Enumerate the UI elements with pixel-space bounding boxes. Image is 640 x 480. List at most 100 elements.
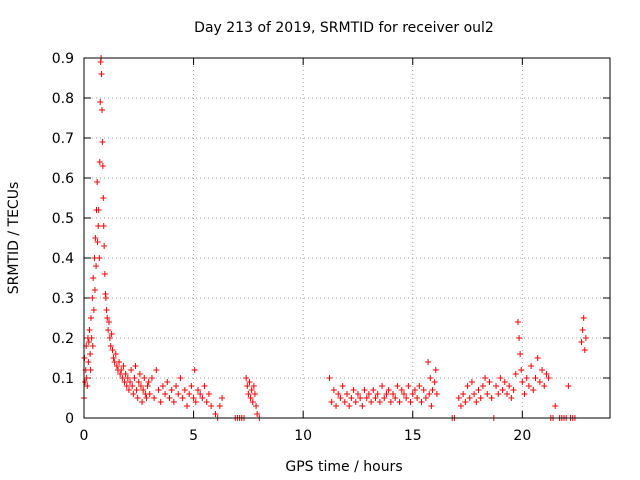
data-point <box>396 399 403 405</box>
data-point <box>468 379 475 385</box>
data-point <box>84 383 91 389</box>
data-point <box>179 395 186 401</box>
data-point <box>98 107 105 113</box>
data-point <box>86 327 93 333</box>
data-point <box>99 139 106 145</box>
data-point <box>471 391 478 397</box>
data-point <box>344 391 350 397</box>
data-point <box>403 395 410 401</box>
data-point <box>337 395 344 401</box>
x-tick-label: 5 <box>189 428 198 444</box>
data-point <box>109 347 116 353</box>
data-point <box>499 387 506 393</box>
chart-title: Day 213 of 2019, SRMTID for receiver oul… <box>194 20 494 36</box>
data-point <box>85 339 92 345</box>
data-point <box>525 383 532 389</box>
data-point <box>134 395 141 401</box>
data-point <box>139 399 146 405</box>
data-point <box>523 375 530 381</box>
data-point <box>422 395 429 401</box>
data-point <box>203 399 210 405</box>
data-point <box>162 391 169 397</box>
data-point <box>107 343 114 349</box>
data-point <box>219 395 226 401</box>
data-point <box>144 383 151 389</box>
data-point <box>95 223 102 229</box>
data-point <box>88 315 95 321</box>
data-point <box>530 387 537 393</box>
data-point <box>137 383 144 389</box>
data-point <box>90 275 97 281</box>
data-point <box>477 395 484 401</box>
data-point <box>532 375 539 381</box>
data-point <box>112 351 119 357</box>
data-point <box>100 195 107 201</box>
data-point <box>94 179 101 185</box>
data-point <box>153 367 160 373</box>
y-tick-label: 0.2 <box>52 331 74 347</box>
data-point <box>582 335 589 341</box>
y-tick-label: 0.8 <box>52 91 74 107</box>
data-point <box>528 363 535 369</box>
data-point <box>168 387 175 393</box>
data-point <box>534 355 541 361</box>
data-point <box>253 403 260 409</box>
data-point <box>246 379 253 385</box>
data-point <box>426 391 433 397</box>
data-point <box>194 387 201 393</box>
y-tick-label: 0.1 <box>52 371 74 387</box>
data-point <box>208 403 215 409</box>
data-point <box>93 263 100 269</box>
data-point <box>488 395 495 401</box>
data-point <box>579 327 586 333</box>
data-point <box>94 239 101 245</box>
data-point <box>516 335 523 341</box>
data-point <box>140 387 147 393</box>
data-point <box>125 387 132 393</box>
data-point <box>89 343 96 349</box>
data-point <box>98 71 105 77</box>
data-point <box>326 375 333 381</box>
data-point <box>103 307 110 313</box>
data-point <box>128 367 135 373</box>
data-point <box>390 391 397 397</box>
data-point <box>82 379 89 385</box>
data-point <box>484 391 491 397</box>
data-point <box>132 363 139 369</box>
data-point <box>552 403 559 409</box>
data-point <box>416 383 423 389</box>
data-point <box>141 375 148 381</box>
ticks-layer: 0 0.1 0.2 0.3 0.4 0.5 0.6 0.7 0.8 0.9 0 5 10 15 20 <box>52 51 610 444</box>
data-point <box>383 391 390 397</box>
data-point <box>247 395 254 401</box>
data-point <box>197 391 204 397</box>
y-tick-label: 0.4 <box>52 251 74 267</box>
grid-layer <box>84 58 610 418</box>
data-point <box>119 375 126 381</box>
data-point <box>411 387 418 393</box>
data-point <box>216 403 223 409</box>
data-point <box>201 383 208 389</box>
data-point <box>101 271 108 277</box>
data-point <box>414 395 421 401</box>
data-point <box>482 375 489 381</box>
data-point <box>151 395 158 401</box>
data-point <box>521 391 528 397</box>
data-point <box>191 367 198 373</box>
data-point <box>186 391 193 397</box>
data-point <box>519 379 526 385</box>
data-point <box>131 375 138 381</box>
data-point <box>122 371 129 377</box>
data-point <box>90 307 97 313</box>
data-point <box>164 379 171 385</box>
data-point <box>400 391 407 397</box>
data-point <box>433 391 440 397</box>
data-point <box>108 331 115 337</box>
data-point <box>250 383 257 389</box>
data-point <box>545 375 552 381</box>
data-point <box>381 395 388 401</box>
data-point <box>581 347 588 353</box>
data-point <box>328 399 335 405</box>
data-point <box>83 375 90 381</box>
